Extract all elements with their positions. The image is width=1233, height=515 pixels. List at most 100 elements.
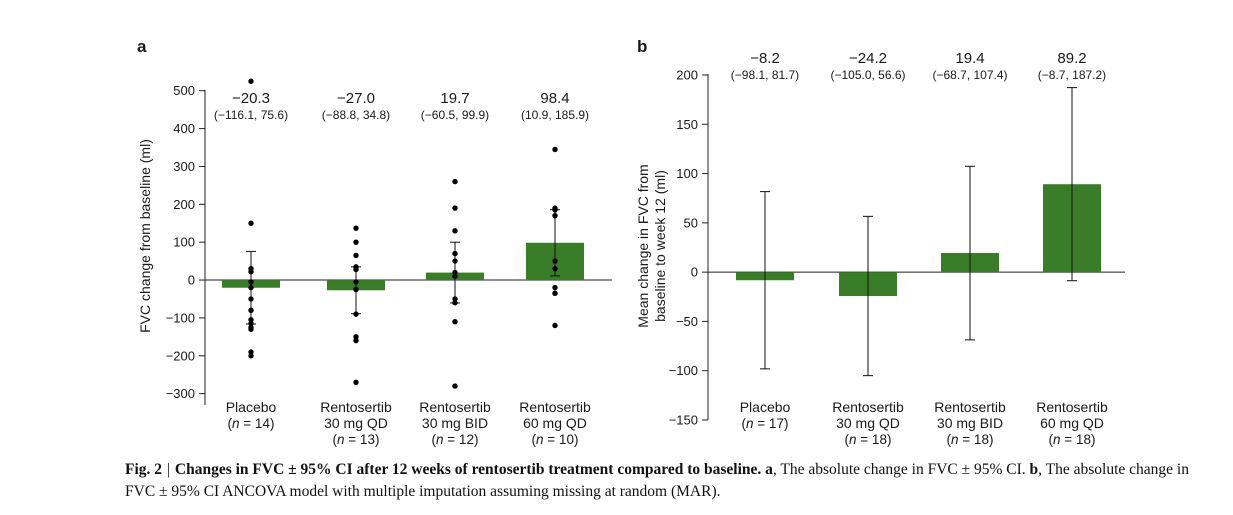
category-dose-label: 30 mg BID — [937, 415, 1003, 431]
category-dose-label: 30 mg BID — [422, 415, 488, 431]
data-point — [452, 300, 458, 306]
y-tick-label: 0 — [188, 273, 195, 288]
data-point — [248, 269, 254, 275]
category-label: Rentosertib — [519, 399, 591, 415]
data-point — [452, 258, 458, 264]
data-point — [452, 269, 458, 276]
data-point — [552, 322, 558, 329]
data-point — [353, 337, 359, 344]
category-label: Rentosertib — [832, 399, 904, 415]
category-n-label: (n = 14) — [228, 416, 275, 431]
category-label: Rentosertib — [934, 399, 1006, 415]
caption-figure-number: Fig. 2 — [125, 461, 163, 478]
panel-b: b 200 150 100 50 0 −50 −100 −150 Mean change in … — [635, 37, 1125, 447]
data-point — [353, 225, 359, 231]
y-tick-label: 500 — [173, 83, 195, 98]
data-point — [248, 220, 254, 226]
ci-value-label: (−68.7, 107.4) — [932, 68, 1007, 82]
y-tick-label: 200 — [676, 68, 698, 83]
mean-value-label: −8.2 — [750, 50, 780, 67]
data-point — [353, 239, 359, 245]
category-label: Rentosertib — [320, 399, 392, 415]
category-dose-label: 30 mg QD — [836, 415, 900, 431]
caption-part-b-label: b — [1029, 461, 1039, 478]
data-point — [353, 286, 359, 293]
data-point — [353, 379, 359, 385]
y-tick-label: 100 — [676, 166, 698, 181]
ci-value-label: (−88.8, 34.8) — [322, 108, 390, 122]
caption-part-a-text: , The absolute change in FVC ± 95% CI. — [772, 461, 1026, 478]
y-tick-label: −50 — [676, 314, 698, 329]
data-point — [552, 212, 558, 219]
category-dose-label: 30 mg QD — [324, 415, 388, 431]
data-point — [452, 318, 458, 325]
data-point — [248, 317, 254, 323]
y-tick-label: 300 — [173, 159, 195, 174]
mean-value-label: −27.0 — [337, 90, 375, 107]
data-point — [248, 326, 254, 332]
y-axis-title-line2: baseline to week 12 (ml) — [652, 170, 668, 322]
category-dose-label: 60 mg QD — [1040, 415, 1104, 431]
data-point — [248, 307, 254, 314]
data-point — [452, 273, 458, 279]
panel-a-label: a — [137, 37, 147, 56]
category-n-label: (n = 18) — [1049, 432, 1096, 447]
mean-value-label: 19.7 — [440, 90, 469, 107]
data-point — [552, 290, 558, 296]
y-tick-label: 150 — [676, 117, 698, 132]
data-point — [353, 266, 359, 273]
data-point — [248, 296, 254, 302]
y-tick-label: 0 — [691, 265, 698, 280]
data-point — [452, 383, 458, 389]
data-point — [353, 334, 359, 340]
ci-value-label: (−8.7, 187.2) — [1038, 68, 1106, 82]
data-point — [248, 320, 254, 327]
caption-part-a-label: a — [765, 461, 773, 478]
category-n-label: (n = 10) — [532, 432, 579, 447]
data-point — [452, 296, 458, 302]
data-point — [248, 279, 254, 285]
data-point — [552, 265, 558, 272]
ci-value-label: (−98.1, 81.7) — [731, 68, 799, 82]
y-tick-label: −300 — [166, 386, 195, 401]
category-n-label: (n = 18) — [947, 432, 994, 447]
data-point — [248, 349, 254, 355]
panel-b-label: b — [637, 37, 647, 56]
y-tick-label: 200 — [173, 197, 195, 212]
category-n-label: (n = 18) — [845, 432, 892, 447]
data-point — [353, 311, 359, 317]
data-point — [353, 279, 359, 285]
ci-value-label: (−60.5, 99.9) — [421, 108, 489, 122]
figure-caption: Fig. 2 | Changes in FVC ± 95% CI after 1… — [125, 459, 1215, 503]
mean-value-label: 19.4 — [955, 50, 984, 67]
data-point — [248, 284, 254, 291]
caption-title: Changes in FVC ± 95% CI after 12 weeks o… — [174, 461, 762, 478]
category-label: Rentosertib — [419, 399, 491, 415]
category-n-label: (n = 13) — [333, 432, 380, 447]
data-point — [353, 252, 359, 259]
data-point — [452, 250, 458, 257]
y-tick-label: 100 — [173, 235, 195, 250]
ci-value-label: (−116.1, 75.6) — [214, 108, 288, 122]
mean-value-label: 98.4 — [540, 90, 569, 107]
y-tick-label: 50 — [684, 215, 698, 230]
data-point — [248, 353, 254, 359]
data-point — [452, 205, 458, 211]
category-label: Rentosertib — [1036, 399, 1108, 415]
y-tick-label: −100 — [669, 363, 698, 378]
y-tick-label: −150 — [669, 413, 698, 428]
data-point — [552, 284, 558, 291]
y-axis-title: FVC change from baseline (ml) — [137, 139, 153, 333]
category-dose-label: 60 mg QD — [523, 415, 587, 431]
y-tick-label: −100 — [166, 310, 195, 325]
y-tick-label: 400 — [173, 121, 195, 136]
category-n-label: (n = 12) — [432, 432, 479, 447]
panel-a: a 500 400 300 200 100 0 −100 −200 −300 FVC change… — [137, 37, 612, 447]
category-label: Placebo — [226, 399, 277, 415]
caption-part-b-text: , The absolute change in FVC ± 95% CI AN… — [125, 461, 1189, 500]
data-point — [552, 258, 558, 264]
mean-value-label: −20.3 — [232, 90, 270, 107]
y-axis-title-line1: Mean change in FVC from — [635, 164, 651, 327]
data-point — [452, 178, 458, 185]
